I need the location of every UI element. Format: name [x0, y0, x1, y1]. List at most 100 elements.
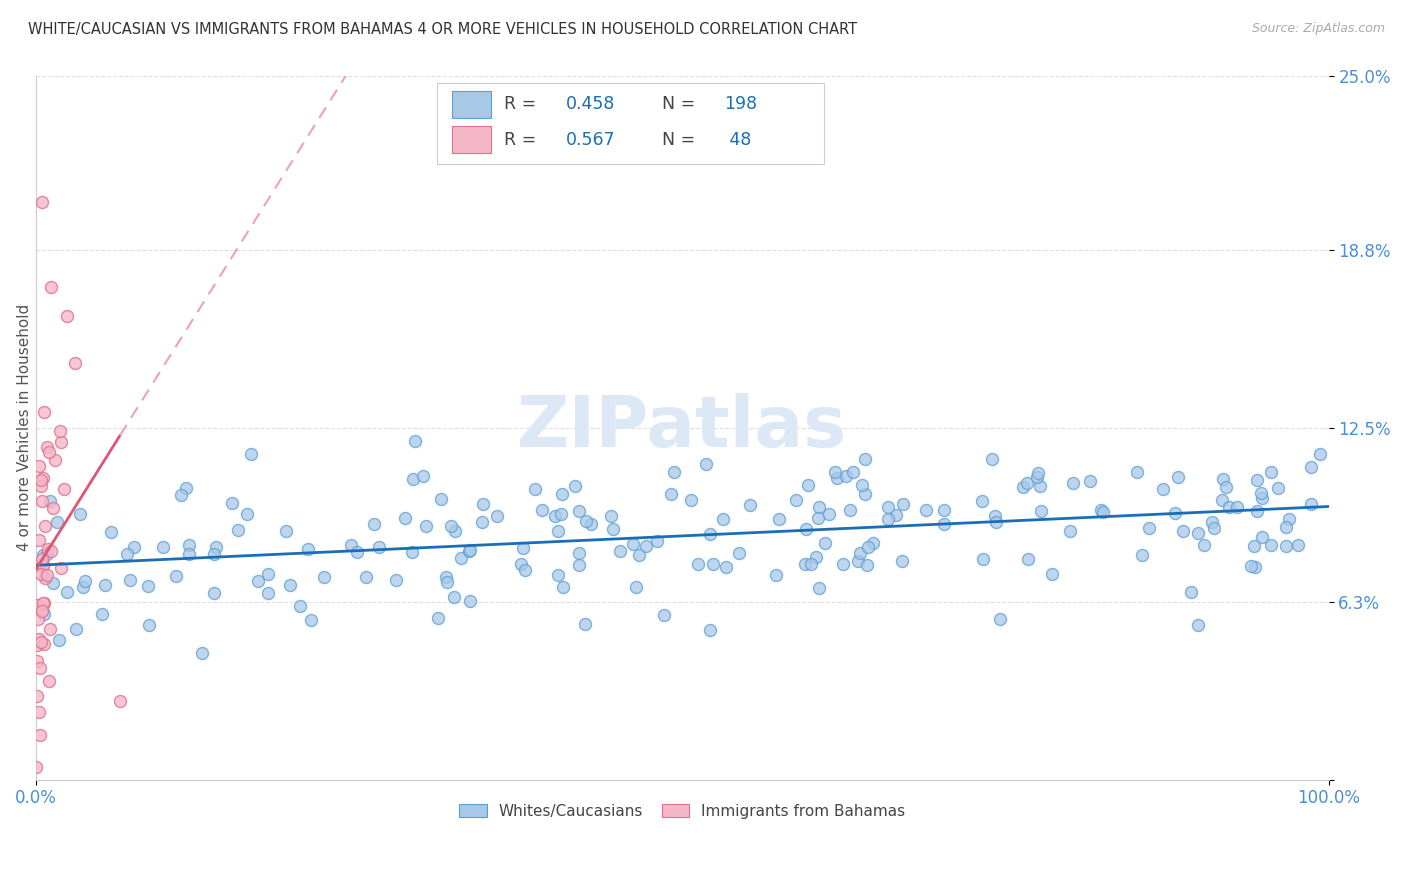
- FancyBboxPatch shape: [437, 83, 824, 163]
- Point: [932, 517, 955, 532]
- Point: [118, 573, 141, 587]
- Point: [191, 646, 214, 660]
- Point: [1194, 538, 1216, 552]
- Point: [515, 564, 537, 578]
- Point: [825, 471, 848, 485]
- Point: [970, 494, 993, 508]
- Point: [1250, 530, 1272, 544]
- Point: [524, 482, 547, 496]
- Point: [1250, 485, 1272, 500]
- Point: [179, 538, 201, 552]
- Point: [1062, 475, 1084, 490]
- Point: [624, 580, 647, 594]
- Point: [884, 508, 907, 522]
- Point: [27, 612, 49, 626]
- Point: [1090, 503, 1112, 517]
- Point: [983, 508, 1005, 523]
- Point: [276, 524, 298, 538]
- Point: [1017, 552, 1039, 566]
- Point: [662, 465, 685, 479]
- Point: [226, 523, 249, 537]
- Point: [34, 518, 56, 533]
- Point: [346, 545, 368, 559]
- Point: [41, 279, 63, 293]
- Point: [609, 544, 631, 558]
- Point: [807, 511, 830, 525]
- Point: [853, 487, 876, 501]
- Point: [1029, 504, 1052, 518]
- Point: [124, 540, 146, 554]
- Point: [1152, 483, 1174, 497]
- Point: [32, 471, 55, 485]
- Point: [460, 543, 482, 558]
- Point: [1226, 500, 1249, 514]
- Point: [877, 500, 900, 514]
- Point: [599, 509, 621, 524]
- Point: [1286, 538, 1309, 552]
- Point: [49, 424, 72, 438]
- Point: [834, 469, 856, 483]
- Point: [1026, 467, 1049, 481]
- Point: [1240, 558, 1263, 573]
- Point: [485, 509, 508, 524]
- Point: [512, 541, 534, 555]
- Point: [808, 500, 831, 515]
- Point: [174, 481, 197, 495]
- Point: [458, 544, 481, 558]
- Point: [699, 526, 721, 541]
- Point: [46, 515, 69, 529]
- Point: [765, 568, 787, 582]
- Point: [856, 540, 879, 554]
- Point: [1211, 493, 1233, 508]
- Point: [221, 496, 243, 510]
- Point: [984, 516, 1007, 530]
- Point: [1243, 560, 1265, 574]
- Point: [980, 451, 1002, 466]
- Point: [69, 508, 91, 522]
- Point: [785, 493, 807, 508]
- Point: [853, 452, 876, 467]
- Point: [699, 624, 721, 638]
- Point: [434, 570, 457, 584]
- Point: [1218, 500, 1240, 514]
- Point: [855, 558, 877, 573]
- Point: [551, 580, 574, 594]
- Point: [645, 534, 668, 549]
- Point: [367, 540, 389, 554]
- Point: [165, 569, 187, 583]
- Point: [1059, 524, 1081, 539]
- Point: [32, 596, 55, 610]
- Point: [471, 516, 494, 530]
- Point: [932, 503, 955, 517]
- Point: [1275, 520, 1298, 534]
- Point: [695, 457, 717, 471]
- Point: [440, 518, 463, 533]
- Point: [38, 445, 60, 459]
- Point: [27, 689, 49, 703]
- Point: [659, 487, 682, 501]
- Point: [65, 356, 87, 370]
- Point: [1260, 465, 1282, 479]
- Point: [297, 542, 319, 557]
- Text: 0.567: 0.567: [567, 130, 616, 149]
- Point: [39, 494, 62, 508]
- Point: [472, 497, 495, 511]
- Point: [1012, 480, 1035, 494]
- Point: [72, 581, 94, 595]
- Point: [851, 478, 873, 492]
- Point: [30, 635, 52, 649]
- Point: [711, 512, 734, 526]
- Point: [1246, 504, 1268, 518]
- Point: [38, 674, 60, 689]
- Point: [1202, 521, 1225, 535]
- Point: [702, 557, 724, 571]
- Point: [832, 557, 855, 571]
- Point: [1201, 515, 1223, 529]
- Point: [627, 549, 650, 563]
- Point: [1274, 539, 1296, 553]
- Point: [32, 557, 55, 571]
- Point: [30, 599, 52, 614]
- Legend: Whites/Caucasians, Immigrants from Bahamas: Whites/Caucasians, Immigrants from Baham…: [453, 797, 911, 825]
- Point: [430, 492, 453, 507]
- Point: [115, 547, 138, 561]
